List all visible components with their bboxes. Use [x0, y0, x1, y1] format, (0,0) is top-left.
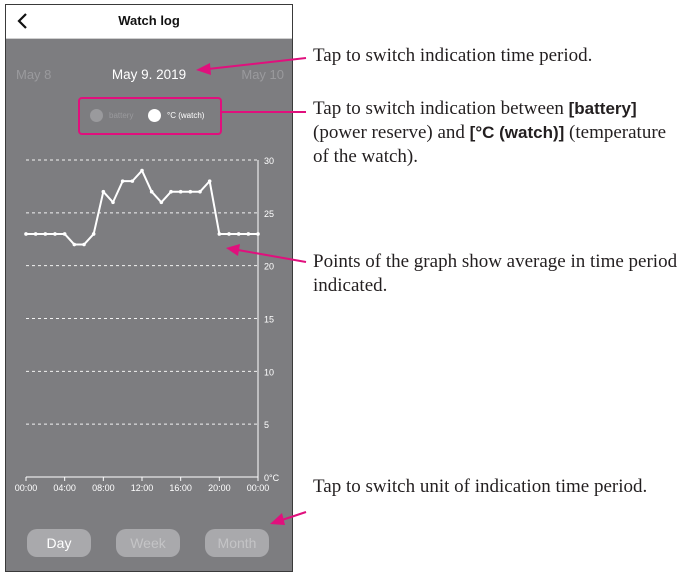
callout-text: (temperature of the watch).	[313, 122, 667, 167]
data-point	[101, 189, 106, 194]
callout-time-unit: Tap to switch unit of indication time pe…	[313, 476, 648, 497]
current-date-label[interactable]: May 9. 2019	[111, 67, 187, 82]
data-point	[256, 232, 260, 236]
watch-log-screen: Watch log May 8 May 9. 2019 May 10 batte…	[5, 4, 293, 572]
data-point	[82, 242, 86, 247]
data-point	[111, 200, 115, 205]
watch-temperature-option-label: °C (watch)	[167, 111, 205, 120]
watch-temperature-radio-icon	[148, 109, 161, 122]
back-button[interactable]	[10, 7, 36, 35]
data-point	[169, 189, 173, 194]
temperature-series-line	[26, 169, 258, 246]
data-point	[62, 232, 67, 236]
next-date-button[interactable]: May 10	[241, 67, 284, 82]
data-point	[159, 200, 164, 205]
x-tick-label: 12:00	[131, 483, 154, 493]
callout-text: Tap to switch indication between	[313, 98, 569, 119]
data-point	[188, 189, 193, 194]
data-point	[43, 232, 48, 236]
page-title: Watch log	[118, 13, 180, 28]
x-tick-label: 00:00	[15, 483, 38, 493]
y-tick-label: 25	[264, 209, 274, 219]
chevron-left-icon	[17, 13, 27, 29]
data-point	[24, 232, 28, 236]
x-tick-label: 08:00	[92, 483, 115, 493]
data-point	[53, 232, 57, 236]
y-tick-label: 20	[264, 262, 274, 272]
y-tick-label: 5	[264, 420, 269, 430]
data-point	[246, 232, 251, 236]
data-point	[130, 179, 135, 183]
data-point	[91, 232, 96, 236]
y-tick-label: 0°C	[264, 473, 280, 483]
watch-temperature-option[interactable]: °C (watch)	[148, 109, 204, 122]
battery-option-label: battery	[109, 111, 134, 120]
data-point	[236, 232, 241, 236]
data-point	[120, 179, 125, 183]
tab-week[interactable]: Week	[116, 529, 180, 557]
date-navigator: May 8 May 9. 2019 May 10	[6, 63, 292, 87]
battery-radio-icon	[90, 109, 103, 122]
callout-watch-term: [°C (watch)]	[469, 123, 565, 142]
y-tick-label: 30	[264, 156, 274, 166]
x-tick-label: 04:00	[53, 483, 76, 493]
data-point	[33, 232, 38, 236]
callout-graph-points: Points of the graph show average in time…	[313, 251, 678, 296]
callout-time-period: Tap to switch indication time period.	[313, 45, 593, 66]
y-tick-label: 15	[264, 315, 274, 325]
data-point	[149, 189, 154, 194]
data-point	[227, 232, 231, 236]
battery-option[interactable]: battery	[90, 109, 133, 122]
data-point	[72, 242, 77, 247]
x-tick-label: 00:00	[247, 483, 270, 493]
data-point	[178, 189, 183, 194]
indication-toggle: battery °C (watch)	[78, 97, 222, 135]
header-bar: Watch log	[6, 5, 292, 39]
callout-text: (power reserve) and	[313, 122, 470, 143]
x-tick-label: 16:00	[169, 483, 192, 493]
x-tick-label: 20:00	[208, 483, 231, 493]
data-point	[207, 179, 212, 183]
tab-day[interactable]: Day	[27, 529, 91, 557]
data-point	[217, 232, 222, 236]
previous-date-button[interactable]: May 8	[16, 67, 52, 82]
y-tick-label: 10	[264, 367, 274, 377]
data-point	[140, 168, 144, 173]
callout-indication-toggle: Tap to switch indication between [batter…	[313, 97, 673, 169]
callout-battery-term: [battery]	[568, 99, 637, 118]
tab-month[interactable]: Month	[205, 529, 269, 557]
data-point	[198, 189, 202, 194]
